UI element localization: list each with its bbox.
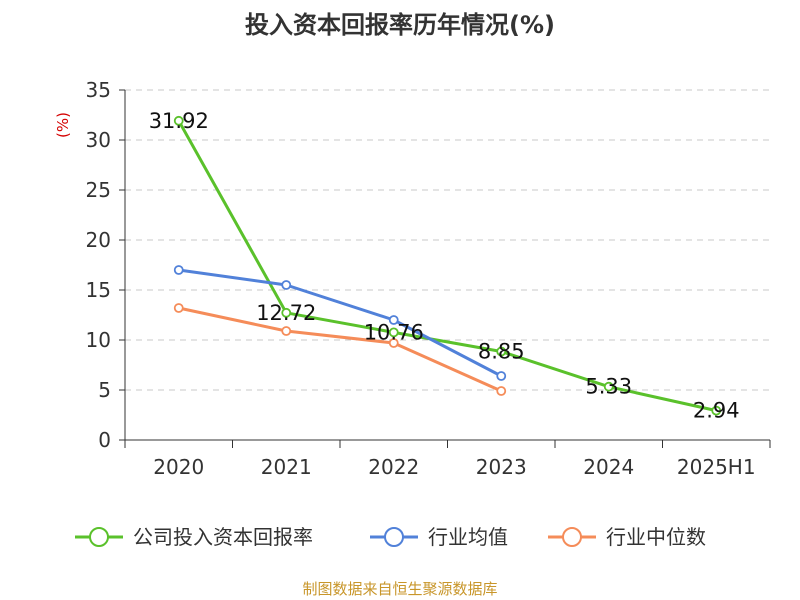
legend-item-3[interactable]: 行业中位数 [548, 525, 706, 549]
y-tick-label: 10 [86, 328, 111, 352]
data-point [281, 280, 292, 290]
legend-marker [562, 527, 582, 547]
legend[interactable]: 公司投入资本回报率 行业均值 行业中位数 [75, 525, 706, 549]
legend-label: 行业均值 [428, 525, 508, 549]
data-label: 12.72 [256, 301, 316, 325]
x-tick-label: 2024 [583, 455, 634, 479]
legend-label: 公司投入资本回报率 [133, 525, 313, 549]
legend-item-1[interactable]: 公司投入资本回报率 [75, 525, 313, 549]
series-group [173, 115, 722, 416]
data-point [496, 371, 507, 381]
data-label: 10.76 [364, 320, 424, 344]
x-tick-label: 2023 [476, 455, 527, 479]
data-point [603, 381, 614, 392]
chart-title: 投入资本回报率历年情况(%) [245, 11, 555, 39]
data-label: 8.85 [478, 340, 525, 364]
series-2 [173, 265, 507, 381]
data-point [173, 115, 184, 126]
data-point [496, 346, 507, 357]
legend-item-2[interactable]: 行业均值 [370, 525, 508, 549]
x-axis-ticks: 2020 2021 2022 2023 2024 2025H1 [153, 455, 755, 479]
data-label: 5.33 [585, 375, 632, 399]
x-tick-label: 2025H1 [677, 455, 756, 479]
y-tick-label: 0 [98, 428, 111, 452]
legend-label: 行业中位数 [606, 525, 706, 549]
data-point [173, 265, 184, 275]
series-line [177, 268, 503, 378]
data-label: 31.92 [149, 109, 209, 133]
data-point [711, 405, 722, 416]
x-tick-label: 2021 [261, 455, 312, 479]
gridlines [125, 89, 770, 391]
data-point [173, 303, 184, 313]
y-tick-label: 30 [86, 128, 111, 152]
axes [119, 89, 771, 448]
data-label: 2.94 [693, 399, 740, 423]
data-point [496, 386, 507, 396]
y-tick-label: 15 [86, 278, 111, 302]
data-point [281, 326, 292, 336]
source-note: 制图数据来自恒生聚源数据库 [302, 580, 497, 598]
x-tick-label: 2020 [153, 455, 204, 479]
y-tick-label: 35 [86, 78, 111, 102]
data-point [388, 327, 399, 338]
y-tick-label: 5 [98, 378, 111, 402]
series-line [177, 306, 503, 393]
data-point [388, 315, 399, 325]
legend-marker [384, 527, 404, 547]
data-point [281, 307, 292, 318]
series-line [177, 119, 718, 413]
y-tick-label: 20 [86, 228, 111, 252]
data-point [388, 338, 399, 348]
series-3 [173, 303, 507, 396]
data-labels: 31.92 12.72 10.76 8.85 5.33 2.94 [149, 109, 740, 423]
y-tick-label: 25 [86, 178, 111, 202]
x-tick-label: 2022 [368, 455, 419, 479]
y-axis-label: (%) [54, 112, 72, 138]
legend-marker [89, 527, 109, 547]
series-1 [173, 115, 722, 416]
y-axis-ticks: 0 5 10 15 20 25 30 35 [86, 78, 111, 452]
